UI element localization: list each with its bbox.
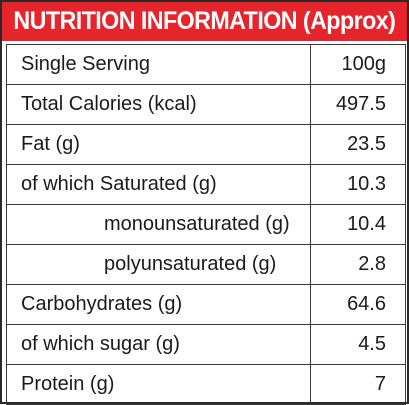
nutrient-value: 2.8 (310, 244, 406, 285)
nutrient-label: monounsaturated (g) (6, 204, 311, 245)
nutrient-value: 497.5 (310, 84, 406, 125)
nutrition-row-carbohydrates: Carbohydrates (g) 64.6 (6, 284, 406, 325)
nutrient-value: 4.5 (310, 324, 406, 365)
nutrient-label: Single Serving (6, 44, 311, 85)
nutrient-label: Protein (g) (6, 364, 311, 405)
nutrient-value: 100g (310, 44, 406, 85)
nutrition-row-polyunsaturated: polyunsaturated (g) 2.8 (6, 244, 406, 285)
nutrition-row-fat: Fat (g) 23.5 (6, 124, 406, 165)
nutrition-row-serving: Single Serving 100g (6, 44, 406, 85)
nutrient-label: Fat (g) (6, 124, 311, 165)
nutrient-value: 10.3 (310, 164, 406, 205)
nutrient-value: 10.4 (310, 204, 406, 245)
nutrition-row-calories: Total Calories (kcal) 497.5 (6, 84, 406, 125)
nutrition-title: NUTRITION INFORMATION (Approx) (13, 7, 396, 35)
nutrient-label: of which Saturated (g) (6, 164, 311, 205)
nutrient-label: Carbohydrates (g) (6, 284, 311, 325)
nutrient-value: 64.6 (310, 284, 406, 325)
nutrient-label: Total Calories (kcal) (6, 84, 311, 125)
nutrition-row-saturated: of which Saturated (g) 10.3 (6, 164, 406, 205)
nutrient-value: 7 (310, 364, 406, 405)
nutrition-row-monounsaturated: monounsaturated (g) 10.4 (6, 204, 406, 245)
nutrition-table: Single Serving 100g Total Calories (kcal… (6, 44, 406, 405)
nutrient-label: polyunsaturated (g) (6, 244, 311, 285)
nutrient-value: 23.5 (310, 124, 406, 165)
nutrient-label: of which sugar (g) (6, 324, 311, 365)
nutrition-table-frame: Single Serving 100g Total Calories (kcal… (0, 41, 409, 405)
nutrition-header-bar: NUTRITION INFORMATION (Approx) (0, 0, 409, 41)
nutrition-row-sugar: of which sugar (g) 4.5 (6, 324, 406, 365)
nutrition-row-protein: Protein (g) 7 (6, 364, 406, 405)
